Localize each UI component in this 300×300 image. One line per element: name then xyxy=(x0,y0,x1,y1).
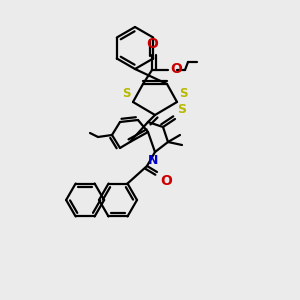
Text: N: N xyxy=(148,154,158,167)
Text: O: O xyxy=(160,174,172,188)
Text: O: O xyxy=(170,62,182,76)
Text: O: O xyxy=(146,37,158,51)
Text: S: S xyxy=(122,87,131,100)
Text: S: S xyxy=(179,87,188,100)
Text: S: S xyxy=(177,103,186,116)
